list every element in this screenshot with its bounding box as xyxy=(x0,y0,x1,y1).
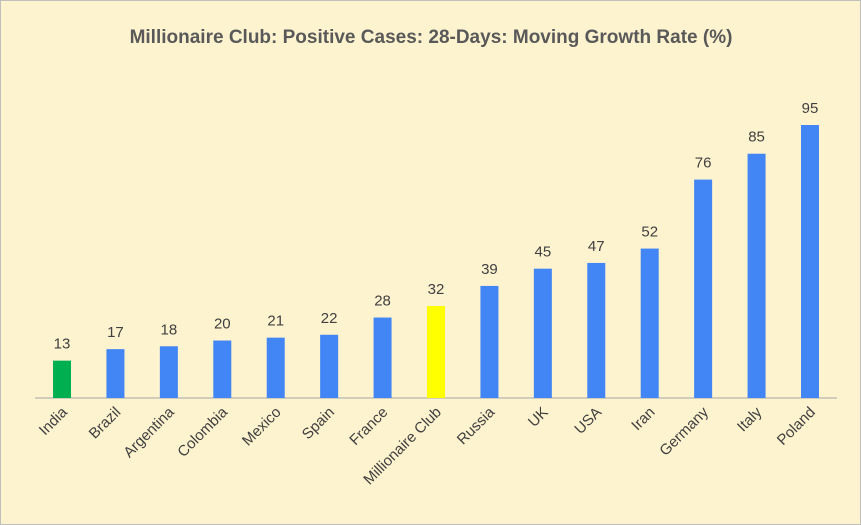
data-label: 85 xyxy=(748,129,765,146)
x-tick-label: Mexico xyxy=(239,404,285,450)
x-tick-label: USA xyxy=(571,404,605,438)
data-label: 13 xyxy=(54,336,71,353)
bar xyxy=(320,334,339,398)
bar xyxy=(53,360,72,398)
data-label: 22 xyxy=(321,310,338,327)
data-label: 17 xyxy=(107,324,124,341)
data-label: 28 xyxy=(374,293,391,310)
bar xyxy=(640,248,659,398)
bar xyxy=(533,268,552,398)
x-tick-label: India xyxy=(36,403,71,438)
x-tick-label: Spain xyxy=(299,404,338,443)
x-tick-label: Germany xyxy=(656,403,712,459)
data-label: 20 xyxy=(214,316,231,333)
bar xyxy=(747,153,766,398)
bar xyxy=(480,285,499,398)
bar xyxy=(213,340,232,398)
data-label: 76 xyxy=(695,155,712,172)
data-label: 95 xyxy=(802,100,819,117)
bar xyxy=(800,125,819,398)
x-tick-label: UK xyxy=(525,404,552,431)
x-tick-label: Brazil xyxy=(86,404,125,443)
data-label: 32 xyxy=(428,281,445,298)
x-tick-label: Colombia xyxy=(174,403,231,460)
data-label: 45 xyxy=(535,244,552,261)
bar xyxy=(266,337,285,398)
x-tick-label: Iran xyxy=(628,404,658,434)
data-label: 52 xyxy=(641,224,658,241)
data-label: 18 xyxy=(161,321,178,338)
bar xyxy=(373,317,392,398)
x-tick-label: Argentina xyxy=(120,403,178,461)
x-tick-label: Italy xyxy=(734,403,766,435)
x-tick-label: France xyxy=(346,404,391,449)
data-label: 47 xyxy=(588,238,605,255)
bar xyxy=(694,179,713,398)
data-label: 21 xyxy=(267,313,284,330)
bar xyxy=(159,346,178,398)
bar xyxy=(106,349,125,398)
chart-title: Millionaire Club: Positive Cases: 28-Day… xyxy=(129,27,733,48)
x-tick-label: Poland xyxy=(774,404,819,449)
x-tick-label: Russia xyxy=(454,403,499,448)
data-label: 39 xyxy=(481,261,498,278)
bar xyxy=(427,306,445,398)
bar xyxy=(587,262,606,398)
